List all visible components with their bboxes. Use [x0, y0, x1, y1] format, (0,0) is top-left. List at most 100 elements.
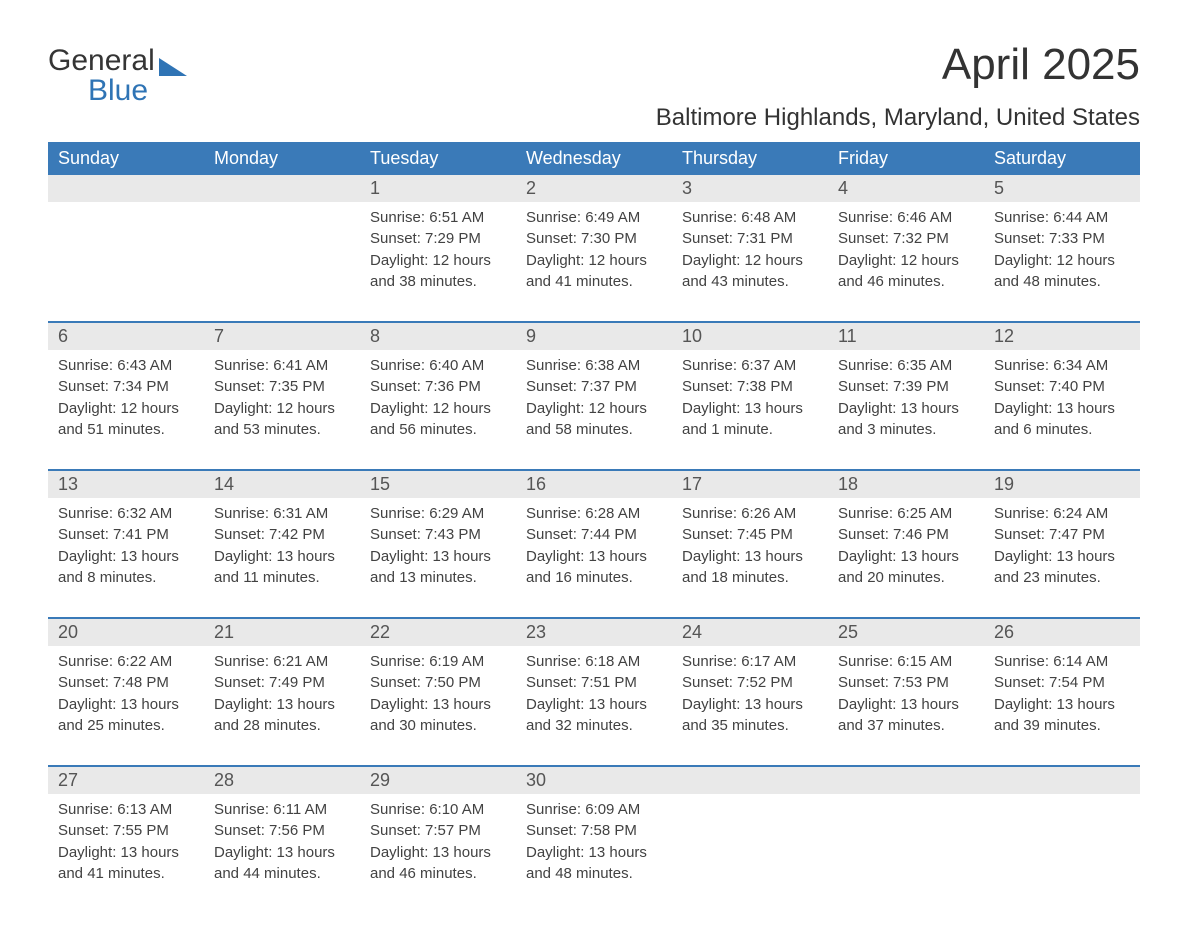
day-daylight1: Daylight: 13 hours	[58, 695, 194, 715]
title-block: April 2025 Baltimore Highlands, Maryland…	[656, 40, 1140, 132]
day-cell: Sunrise: 6:15 AMSunset: 7:53 PMDaylight:…	[828, 646, 984, 747]
day-sunset: Sunset: 7:29 PM	[370, 229, 506, 249]
day-daylight2: and 20 minutes.	[838, 568, 974, 588]
day-sunset: Sunset: 7:44 PM	[526, 525, 662, 545]
day-daylight1: Daylight: 13 hours	[526, 843, 662, 863]
day-sunset: Sunset: 7:56 PM	[214, 821, 350, 841]
weekday-header-row: SundayMondayTuesdayWednesdayThursdayFrid…	[48, 142, 1140, 175]
day-sunset: Sunset: 7:57 PM	[370, 821, 506, 841]
day-number: 28	[204, 767, 360, 794]
day-sunrise: Sunrise: 6:26 AM	[682, 504, 818, 524]
day-number: 15	[360, 471, 516, 498]
day-number: 18	[828, 471, 984, 498]
day-daylight2: and 56 minutes.	[370, 420, 506, 440]
weekday-header: Saturday	[984, 142, 1140, 175]
day-cell	[204, 202, 360, 303]
day-sunrise: Sunrise: 6:14 AM	[994, 652, 1130, 672]
day-daylight1: Daylight: 12 hours	[526, 399, 662, 419]
day-sunset: Sunset: 7:53 PM	[838, 673, 974, 693]
day-daylight1: Daylight: 13 hours	[682, 695, 818, 715]
day-sunset: Sunset: 7:52 PM	[682, 673, 818, 693]
day-daylight1: Daylight: 13 hours	[526, 547, 662, 567]
day-number: 24	[672, 619, 828, 646]
day-number: 16	[516, 471, 672, 498]
day-cell: Sunrise: 6:17 AMSunset: 7:52 PMDaylight:…	[672, 646, 828, 747]
day-sunset: Sunset: 7:37 PM	[526, 377, 662, 397]
day-number: 23	[516, 619, 672, 646]
day-sunset: Sunset: 7:46 PM	[838, 525, 974, 545]
day-sunrise: Sunrise: 6:35 AM	[838, 356, 974, 376]
day-sunrise: Sunrise: 6:31 AM	[214, 504, 350, 524]
day-sunrise: Sunrise: 6:22 AM	[58, 652, 194, 672]
day-daylight2: and 1 minute.	[682, 420, 818, 440]
weekday-header: Sunday	[48, 142, 204, 175]
day-daylight2: and 3 minutes.	[838, 420, 974, 440]
day-daylight2: and 58 minutes.	[526, 420, 662, 440]
day-cell: Sunrise: 6:37 AMSunset: 7:38 PMDaylight:…	[672, 350, 828, 451]
details-row: Sunrise: 6:32 AMSunset: 7:41 PMDaylight:…	[48, 498, 1140, 599]
day-cell: Sunrise: 6:40 AMSunset: 7:36 PMDaylight:…	[360, 350, 516, 451]
day-number: 19	[984, 471, 1140, 498]
daynum-row: 12345	[48, 175, 1140, 202]
day-number	[204, 175, 360, 202]
day-sunrise: Sunrise: 6:48 AM	[682, 208, 818, 228]
day-daylight1: Daylight: 13 hours	[214, 843, 350, 863]
day-number: 26	[984, 619, 1140, 646]
day-daylight1: Daylight: 13 hours	[370, 547, 506, 567]
day-sunrise: Sunrise: 6:13 AM	[58, 800, 194, 820]
day-daylight2: and 11 minutes.	[214, 568, 350, 588]
day-daylight2: and 30 minutes.	[370, 716, 506, 736]
day-sunrise: Sunrise: 6:17 AM	[682, 652, 818, 672]
weekday-header: Thursday	[672, 142, 828, 175]
day-sunrise: Sunrise: 6:40 AM	[370, 356, 506, 376]
day-daylight2: and 51 minutes.	[58, 420, 194, 440]
day-number	[48, 175, 204, 202]
day-daylight1: Daylight: 13 hours	[526, 695, 662, 715]
day-cell: Sunrise: 6:22 AMSunset: 7:48 PMDaylight:…	[48, 646, 204, 747]
day-cell: Sunrise: 6:41 AMSunset: 7:35 PMDaylight:…	[204, 350, 360, 451]
day-number	[672, 767, 828, 794]
day-daylight2: and 28 minutes.	[214, 716, 350, 736]
day-cell: Sunrise: 6:32 AMSunset: 7:41 PMDaylight:…	[48, 498, 204, 599]
day-daylight1: Daylight: 13 hours	[838, 399, 974, 419]
day-number: 7	[204, 323, 360, 350]
daynum-row: 6789101112	[48, 323, 1140, 350]
day-sunset: Sunset: 7:31 PM	[682, 229, 818, 249]
day-daylight2: and 41 minutes.	[58, 864, 194, 884]
day-number: 13	[48, 471, 204, 498]
day-sunset: Sunset: 7:34 PM	[58, 377, 194, 397]
day-cell	[672, 794, 828, 895]
day-number: 17	[672, 471, 828, 498]
day-cell: Sunrise: 6:43 AMSunset: 7:34 PMDaylight:…	[48, 350, 204, 451]
daynum-row: 20212223242526	[48, 619, 1140, 646]
day-sunrise: Sunrise: 6:11 AM	[214, 800, 350, 820]
day-number: 14	[204, 471, 360, 498]
day-sunrise: Sunrise: 6:37 AM	[682, 356, 818, 376]
day-daylight2: and 18 minutes.	[682, 568, 818, 588]
day-cell: Sunrise: 6:25 AMSunset: 7:46 PMDaylight:…	[828, 498, 984, 599]
day-sunset: Sunset: 7:40 PM	[994, 377, 1130, 397]
day-daylight2: and 38 minutes.	[370, 272, 506, 292]
day-sunrise: Sunrise: 6:43 AM	[58, 356, 194, 376]
weekday-header: Tuesday	[360, 142, 516, 175]
day-daylight1: Daylight: 13 hours	[682, 547, 818, 567]
day-number: 30	[516, 767, 672, 794]
day-daylight2: and 53 minutes.	[214, 420, 350, 440]
day-daylight2: and 32 minutes.	[526, 716, 662, 736]
day-sunrise: Sunrise: 6:09 AM	[526, 800, 662, 820]
day-daylight1: Daylight: 12 hours	[526, 251, 662, 271]
day-cell: Sunrise: 6:26 AMSunset: 7:45 PMDaylight:…	[672, 498, 828, 599]
day-cell: Sunrise: 6:19 AMSunset: 7:50 PMDaylight:…	[360, 646, 516, 747]
location-text: Baltimore Highlands, Maryland, United St…	[656, 104, 1140, 132]
day-sunset: Sunset: 7:49 PM	[214, 673, 350, 693]
day-number: 4	[828, 175, 984, 202]
day-daylight2: and 8 minutes.	[58, 568, 194, 588]
day-number: 10	[672, 323, 828, 350]
daynum-row: 27282930	[48, 767, 1140, 794]
day-cell: Sunrise: 6:09 AMSunset: 7:58 PMDaylight:…	[516, 794, 672, 895]
day-daylight1: Daylight: 13 hours	[994, 399, 1130, 419]
day-sunrise: Sunrise: 6:24 AM	[994, 504, 1130, 524]
day-number	[984, 767, 1140, 794]
details-row: Sunrise: 6:13 AMSunset: 7:55 PMDaylight:…	[48, 794, 1140, 895]
day-number: 3	[672, 175, 828, 202]
